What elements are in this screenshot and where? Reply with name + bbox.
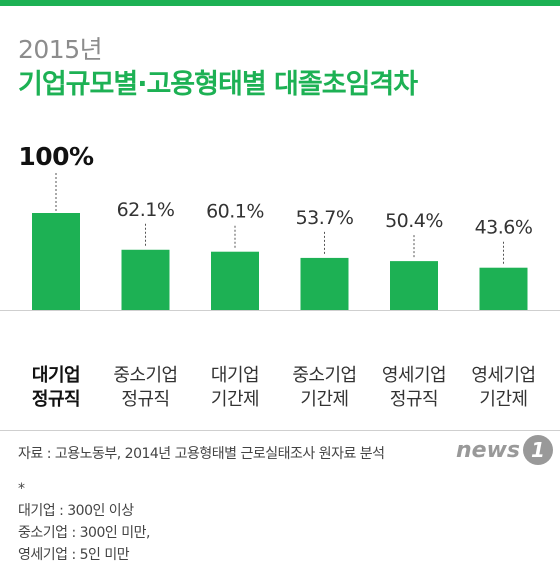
top-accent-rule [0,0,560,6]
chart-subtitle-year: 2015년 [18,35,103,64]
bar-5 [479,267,528,310]
news1-logo: news 1 [453,431,553,469]
category-label-line: 기간제 [479,389,528,410]
footnote-line: 중소기업 : 300인 미만, [18,525,150,541]
chart-title: 기업규모별·고용형태별 대졸초임격차 [18,69,418,100]
logo-badge-icon: 1 [523,435,553,465]
bar-0 [32,213,80,310]
category-label-line: 기간제 [300,389,349,410]
footnote-line: 영세기업 : 5인 미만 [18,547,130,563]
footnotes: * 대기업 : 300인 이상 중소기업 : 300인 미만, 영세기업 : 5… [18,478,150,566]
footnote-line: 대기업 : 300인 이상 [18,503,134,519]
logo-text: news [455,437,520,463]
category-label-line: 기간제 [210,389,260,410]
bar-3 [300,257,349,310]
category-label-line: 영세기업 [471,365,536,386]
category-label-line: 정규직 [31,389,81,410]
bar-1 [121,249,170,310]
bar-2 [211,251,259,310]
source-note: 자료 : 고용노동부, 2014년 고용형태별 근로실태조사 원자료 분석 [18,446,385,462]
value-label-3: 53.7% [296,207,354,229]
category-label-line: 중소기업 [292,365,357,386]
footnote-marker: * [18,481,25,497]
category-label-line: 정규직 [389,389,439,410]
category-label-line: 대기업 [210,365,260,386]
value-label-1: 62.1% [117,199,175,221]
value-label-2: 60.1% [206,201,264,223]
value-label-5: 43.6% [475,217,533,239]
value-label-4: 50.4% [385,210,443,232]
footer-divider [0,430,560,431]
bar-chart: 100% 62.1% 60.1% 53.7% 50.4% 43.6% [0,142,560,311]
category-label-line: 중소기업 [113,365,178,386]
category-label-line: 정규직 [121,389,170,410]
value-label-0: 100% [18,142,94,171]
category-label-line: 대기업 [31,365,81,386]
bar-4 [390,261,438,310]
category-label-line: 영세기업 [381,365,447,386]
